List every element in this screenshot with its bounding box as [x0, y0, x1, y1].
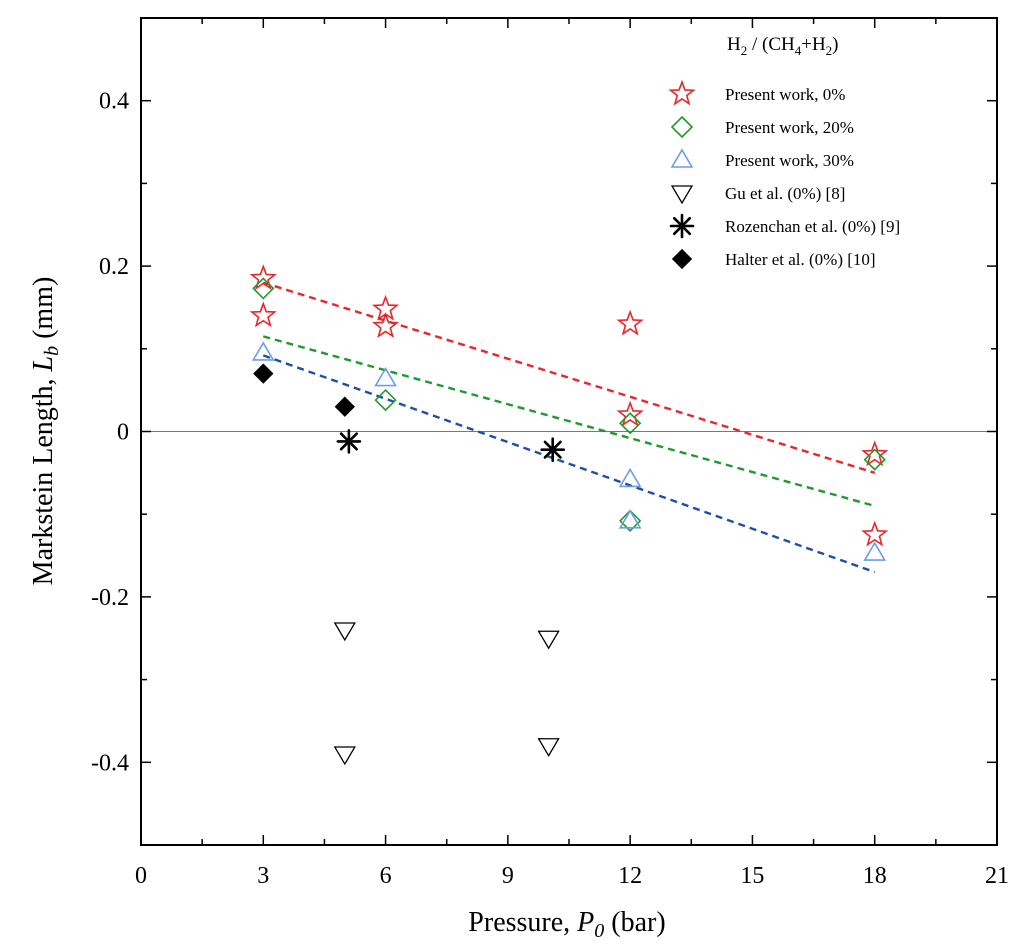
- y-axis-title: Markstein Length, Lb (mm): [28, 277, 63, 586]
- y-tick-label: 0.4: [99, 89, 129, 115]
- data-point: [333, 622, 356, 642]
- y-tick-label: -0.4: [91, 750, 129, 776]
- data-point: [618, 509, 642, 529]
- x-tick-label: 0: [135, 863, 147, 889]
- fit-line-present-work-30: [262, 354, 876, 574]
- x-tick-label: 18: [863, 863, 887, 889]
- x-tick-label: 3: [257, 863, 269, 889]
- data-point: [863, 448, 886, 471]
- data-point: [374, 388, 397, 412]
- legend-title: H2 / (CH4+H2): [727, 34, 839, 58]
- data-point: [537, 738, 560, 758]
- series-halter-et-al-0-10: [253, 363, 355, 417]
- data-point: [333, 746, 356, 766]
- legend-marker: [670, 185, 694, 205]
- series-present-work-20: [252, 277, 886, 532]
- data-point: [334, 396, 355, 417]
- legend-marker: [671, 248, 693, 270]
- data-point: [618, 467, 642, 488]
- legend-marker: [670, 115, 694, 139]
- data-point: [371, 312, 400, 339]
- legend-item-rozenchan-et-al-0-9: Rozenchan et al. (0%) [9]: [669, 213, 900, 239]
- data-point: [540, 437, 566, 462]
- legend-marker: [670, 148, 694, 168]
- x-tick-labels: 0 3 6 9 12 15 18 21: [135, 863, 1009, 889]
- y-tick-label: -0.2: [91, 585, 129, 611]
- data-point: [861, 520, 889, 547]
- x-tick-label: 9: [502, 863, 514, 889]
- data-point: [616, 309, 644, 336]
- legend-label: Present work, 30%: [725, 151, 854, 170]
- x-axis-title: Pressure, P0 (bar): [468, 907, 665, 942]
- y-tick-label: 0.2: [99, 254, 129, 280]
- series-present-work-0: [249, 264, 889, 547]
- plot-frame: [140, 17, 998, 846]
- data-point: [252, 277, 275, 300]
- data-point: [249, 301, 277, 328]
- data-point: [249, 264, 277, 291]
- data-point: [619, 412, 642, 435]
- legend-label: Gu et al. (0%) [8]: [725, 184, 845, 203]
- data-point: [863, 541, 887, 561]
- legend-marker: [669, 213, 695, 239]
- legend-item-halter-et-al-0-10: Halter et al. (0%) [10]: [671, 248, 876, 270]
- series-present-work-30: [251, 341, 887, 561]
- fit-line-present-work-0: [262, 281, 876, 474]
- series-gu-et-al-0-8: [333, 622, 560, 766]
- x-tick-label: 6: [380, 863, 392, 889]
- legend-item-present-work-20: Present work, 20%: [670, 115, 854, 139]
- legend-label: Rozenchan et al. (0%) [9]: [725, 217, 900, 236]
- series-rozenchan-et-al-0-9: [336, 429, 566, 462]
- data-point: [619, 509, 642, 532]
- data-point: [616, 400, 644, 427]
- legend: Present work, 0% Present work, 20% Present…: [668, 79, 900, 270]
- fit-line-present-work-20: [262, 335, 876, 508]
- x-tick-label: 21: [985, 863, 1009, 889]
- data-point: [537, 630, 560, 650]
- legend-label: Halter et al. (0%) [10]: [725, 250, 876, 269]
- data-point: [253, 363, 274, 384]
- data-point: [336, 429, 362, 454]
- legend-label: Present work, 0%: [725, 85, 845, 104]
- x-tick-label: 12: [618, 863, 642, 889]
- x-tick-label: 15: [740, 863, 764, 889]
- legend-marker: [668, 79, 696, 106]
- legend-label: Present work, 20%: [725, 118, 854, 137]
- legend-item-present-work-30: Present work, 30%: [670, 148, 854, 170]
- y-tick-labels: -0.4 -0.2 0 0.2 0.4: [91, 89, 129, 777]
- y-tick-label: 0: [117, 420, 129, 446]
- data-point: [861, 440, 889, 467]
- data-point: [251, 341, 275, 361]
- legend-item-gu-et-al-0-8: Gu et al. (0%) [8]: [670, 184, 845, 205]
- data-point: [374, 366, 397, 387]
- legend-item-present-work-0: Present work, 0%: [668, 79, 845, 106]
- plot-layer: [140, 17, 998, 846]
